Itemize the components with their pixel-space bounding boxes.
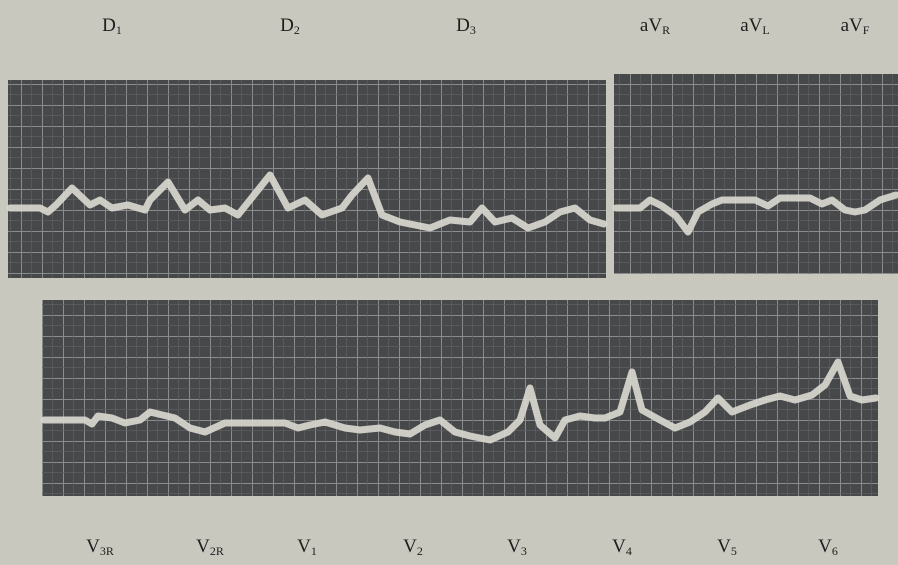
lead-label-sub: 1 bbox=[311, 544, 317, 558]
lead-label-base: V bbox=[297, 536, 311, 557]
lead-label-sub: 3 bbox=[521, 544, 527, 558]
lead-label-base: D bbox=[280, 15, 294, 36]
lead-label: V2 bbox=[403, 536, 423, 558]
lead-label: V2R bbox=[196, 536, 224, 558]
lead-label-base: V bbox=[196, 536, 210, 557]
lead-label: aVL bbox=[740, 15, 770, 37]
lead-label: V3 bbox=[507, 536, 527, 558]
lead-label: aVR bbox=[640, 15, 670, 37]
bottom-strip bbox=[42, 300, 878, 496]
lead-label-base: V bbox=[403, 536, 417, 557]
lead-label-base: V bbox=[612, 536, 626, 557]
lead-label-sub: 3 bbox=[470, 23, 476, 37]
lead-label-sub: 2 bbox=[417, 544, 423, 558]
lead-label: V5 bbox=[717, 536, 737, 558]
lead-label: V4 bbox=[612, 536, 632, 558]
bottom-trace bbox=[40, 358, 880, 444]
lead-label-sub: 4 bbox=[626, 544, 632, 558]
lead-label-base: V bbox=[507, 536, 521, 557]
lead-label-base: aV bbox=[640, 15, 662, 36]
top-strip-left bbox=[8, 80, 606, 278]
bottom-labels: V3R V2R V1 V2 V3 V4 V5 V6 bbox=[86, 536, 838, 558]
lead-label-sub: 5 bbox=[731, 544, 737, 558]
lead-label-sub: 6 bbox=[832, 544, 838, 558]
lead-label-sub: L bbox=[762, 23, 769, 37]
lead-label-base: aV bbox=[740, 15, 762, 36]
top-trace-left bbox=[6, 171, 608, 232]
lead-label-sub: R bbox=[662, 23, 670, 37]
lead-label: D3 bbox=[456, 15, 476, 37]
lead-label-base: V bbox=[717, 536, 731, 557]
lead-label-base: V bbox=[86, 536, 100, 557]
lead-label: aVF bbox=[841, 15, 870, 37]
lead-label: V3R bbox=[86, 536, 114, 558]
lead-label-base: V bbox=[818, 536, 832, 557]
lead-label-sub: 2 bbox=[294, 23, 300, 37]
lead-label: D2 bbox=[280, 15, 300, 37]
lead-label: V1 bbox=[297, 536, 317, 558]
lead-label: D1 bbox=[102, 15, 122, 37]
top-strip-right bbox=[614, 74, 898, 274]
lead-label: V6 bbox=[818, 536, 838, 558]
lead-label-sub: 1 bbox=[116, 23, 122, 37]
top-labels: D1 D2 D3 aVR aVL aVF bbox=[102, 15, 870, 37]
lead-label-sub: 3R bbox=[100, 544, 114, 558]
lead-label-base: aV bbox=[841, 15, 863, 36]
lead-label-base: D bbox=[456, 15, 470, 36]
lead-label-sub: F bbox=[863, 23, 870, 37]
lead-label-base: D bbox=[102, 15, 116, 36]
top-trace-right bbox=[612, 191, 898, 236]
lead-label-sub: 2R bbox=[210, 544, 224, 558]
